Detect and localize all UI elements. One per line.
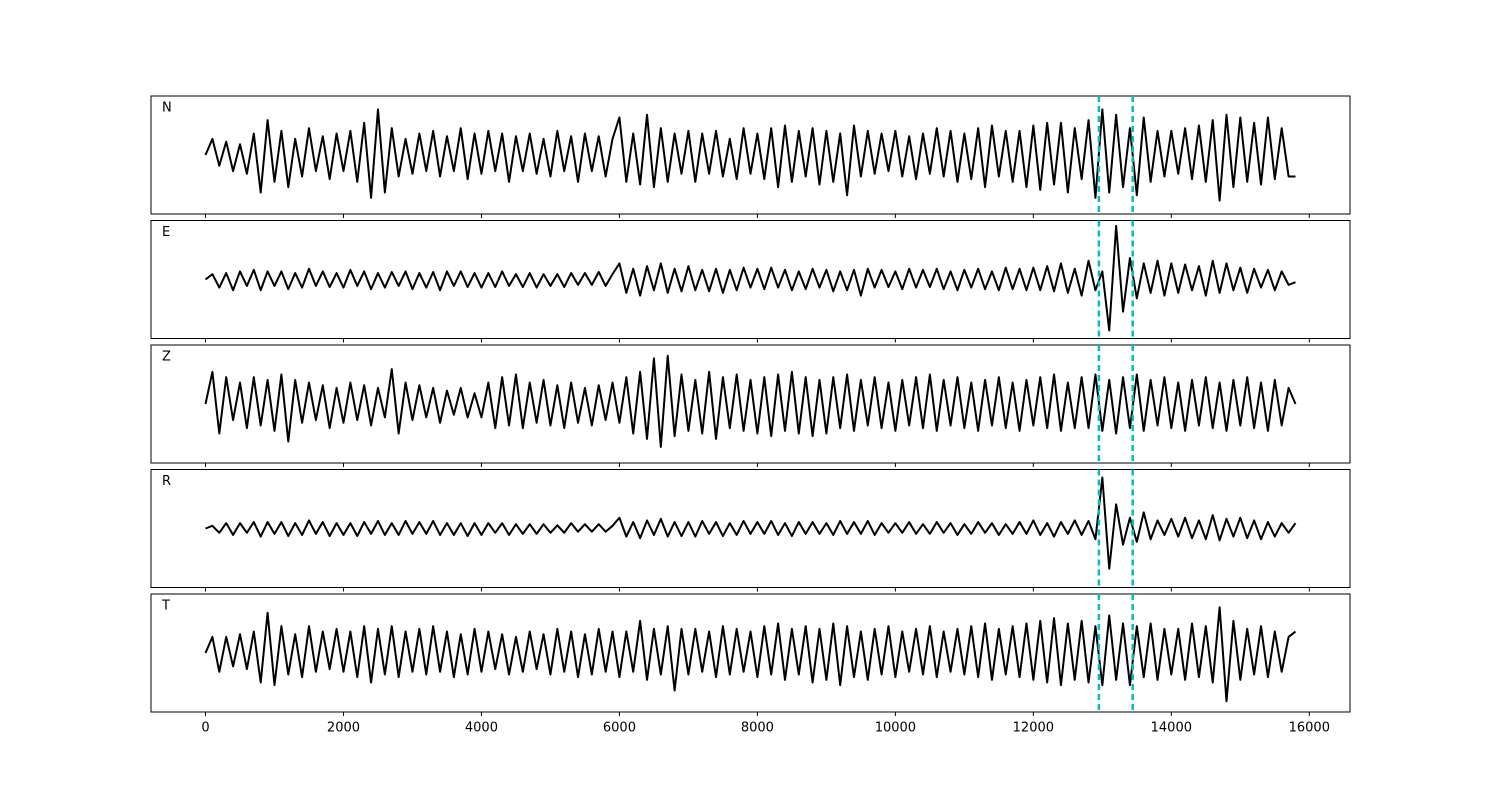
panel-frame [150,344,1351,464]
x-tick-label: 16000 [1289,721,1330,736]
channel-label: R [162,474,171,489]
x-tick-label: 6000 [603,721,636,736]
channel-label: E [162,225,170,240]
trace [204,606,1297,703]
x-tick-label: 0 [201,721,209,736]
panel-frame [150,220,1351,339]
trace [205,476,1297,570]
trace [204,354,1297,448]
panel-frame [150,593,1351,713]
x-tick-label: 8000 [741,721,774,736]
channel-label: Z [162,350,171,365]
channel-label: N [162,101,172,116]
trace [204,108,1296,202]
x-tick-label: 14000 [1151,721,1192,736]
x-tick-label: 10000 [875,721,916,736]
channel-label: T [161,599,170,614]
trace [204,224,1296,332]
x-tick-label: 12000 [1013,721,1054,736]
panel-frame [150,95,1351,215]
panel-frame [150,469,1351,588]
x-tick-label: 4000 [465,721,498,736]
x-tick-label: 2000 [327,721,360,736]
